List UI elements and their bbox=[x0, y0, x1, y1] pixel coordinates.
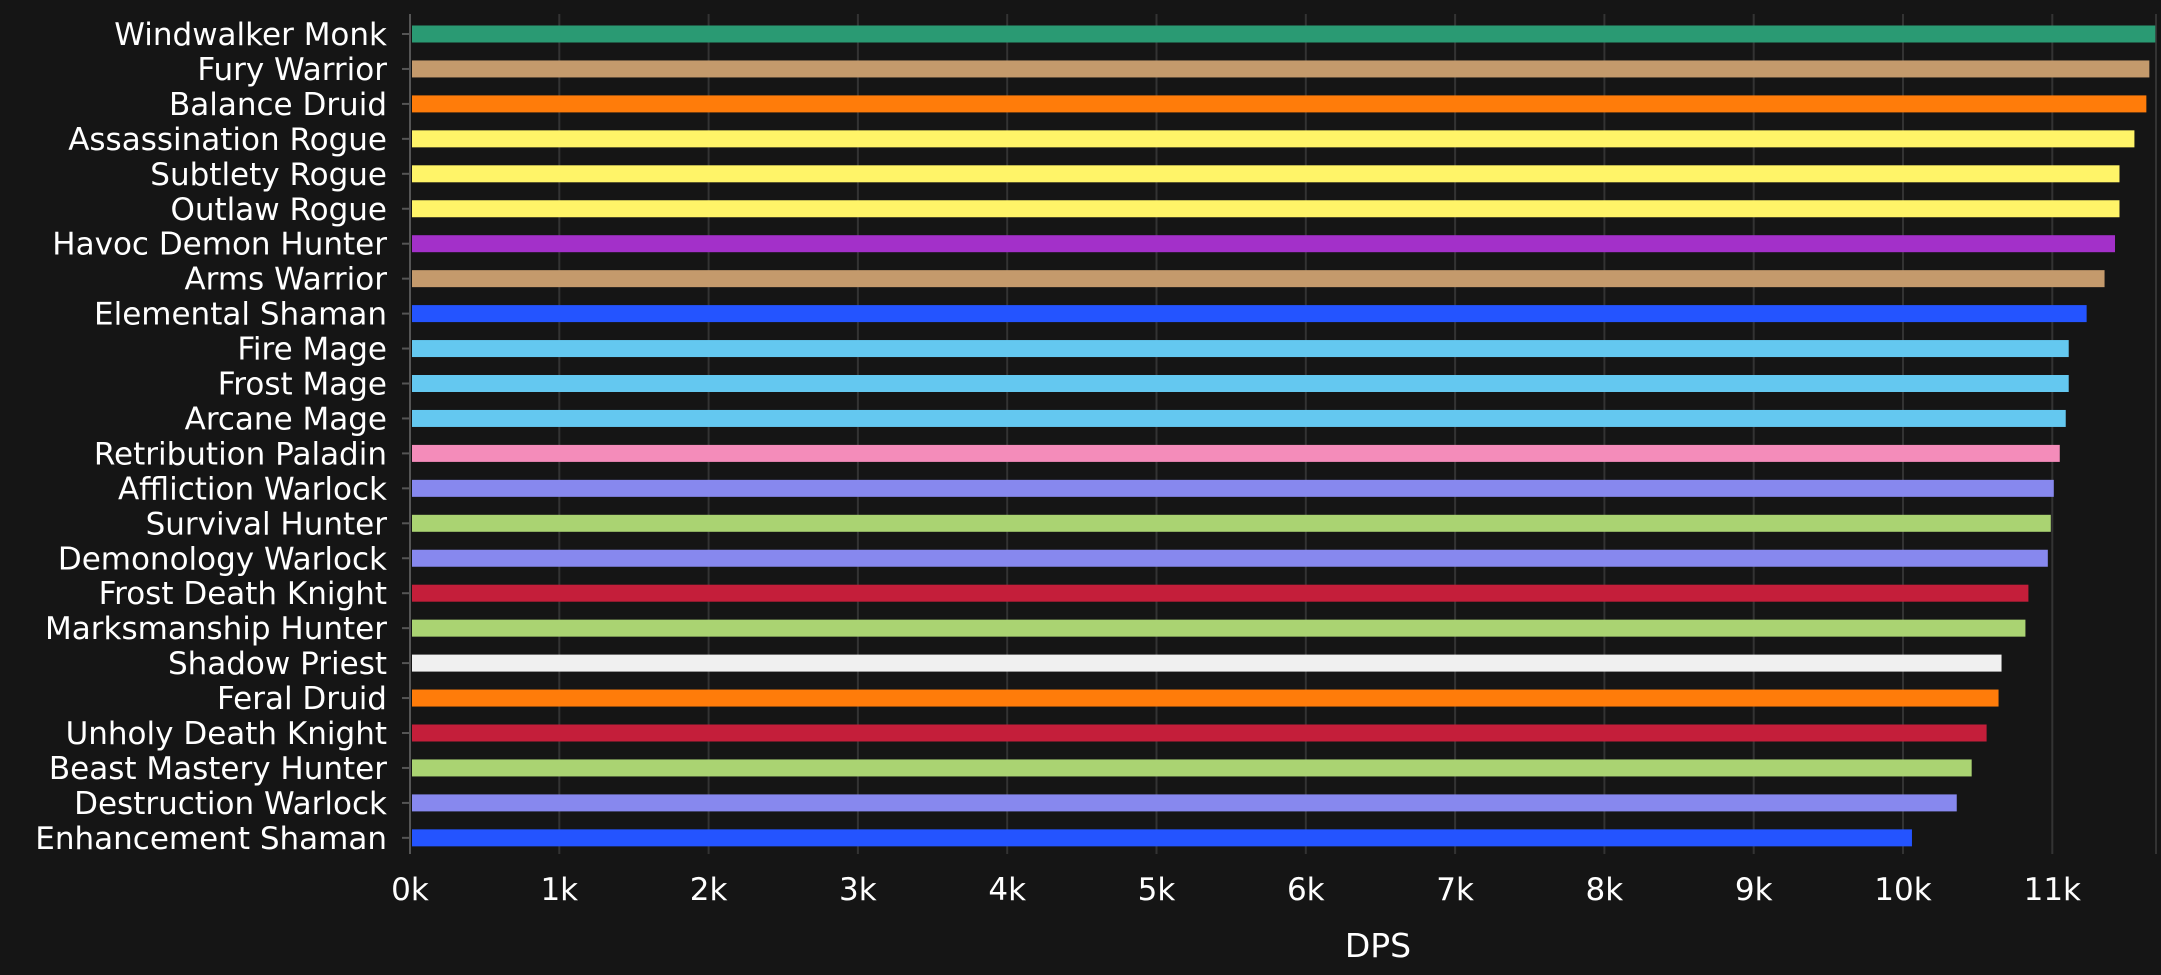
bar bbox=[412, 794, 1957, 812]
category-label: Marksmanship Hunter bbox=[45, 611, 387, 647]
category-label: Frost Death Knight bbox=[99, 576, 387, 612]
category-label: Affliction Warlock bbox=[118, 471, 387, 507]
category-label: Shadow Priest bbox=[168, 646, 387, 682]
bar bbox=[412, 479, 2054, 497]
x-tick-label: 4k bbox=[988, 872, 1026, 908]
bar bbox=[412, 200, 2120, 218]
bar bbox=[412, 235, 2116, 253]
category-label: Beast Mastery Hunter bbox=[49, 751, 387, 787]
category-label: Elemental Shaman bbox=[94, 297, 387, 333]
category-label: Destruction Warlock bbox=[74, 786, 387, 822]
category-label: Arms Warrior bbox=[184, 262, 387, 298]
x-tick-label: 8k bbox=[1586, 872, 1624, 908]
bar bbox=[412, 60, 2150, 78]
bar bbox=[412, 724, 1987, 742]
category-label: Havoc Demon Hunter bbox=[52, 227, 387, 263]
x-tick-label: 3k bbox=[839, 872, 877, 908]
category-label: Assassination Rogue bbox=[68, 122, 387, 158]
gridlines bbox=[558, 14, 2157, 854]
bar bbox=[412, 619, 2026, 637]
category-label: Subtlety Rogue bbox=[150, 157, 387, 193]
x-tick-label: 0k bbox=[391, 872, 429, 908]
bar bbox=[412, 549, 2048, 567]
category-label: Arcane Mage bbox=[185, 401, 387, 437]
category-label: Unholy Death Knight bbox=[66, 716, 387, 752]
x-tick-label: 10k bbox=[1874, 872, 1931, 908]
x-tick-label: 9k bbox=[1735, 872, 1773, 908]
category-label: Demonology Warlock bbox=[58, 541, 387, 577]
x-tick-label: 11k bbox=[2024, 872, 2081, 908]
bar bbox=[412, 409, 2066, 427]
x-tick-label: 6k bbox=[1287, 872, 1325, 908]
bar bbox=[412, 165, 2120, 183]
bar bbox=[412, 444, 2060, 462]
category-label: Frost Mage bbox=[218, 367, 387, 403]
bars bbox=[412, 25, 2156, 847]
bar bbox=[412, 340, 2069, 358]
bar bbox=[412, 270, 2105, 288]
x-axis: 0k 1k 2k 3k 4k 5k 6k 7k 8k 9k 10k 11k bbox=[391, 872, 2081, 908]
bar bbox=[412, 689, 1999, 707]
category-label: Balance Druid bbox=[169, 87, 387, 123]
category-label: Retribution Paladin bbox=[94, 436, 387, 472]
bar bbox=[412, 829, 1912, 847]
category-label: Survival Hunter bbox=[146, 506, 388, 542]
x-tick-label: 7k bbox=[1436, 872, 1474, 908]
x-tick-label: 5k bbox=[1138, 872, 1176, 908]
bar bbox=[412, 130, 2135, 148]
bar bbox=[412, 25, 2156, 43]
bar bbox=[412, 305, 2087, 323]
bar bbox=[412, 584, 2029, 602]
category-label: Enhancement Shaman bbox=[35, 821, 387, 857]
category-label: Fury Warrior bbox=[197, 52, 387, 88]
bar bbox=[412, 375, 2069, 392]
category-label: Outlaw Rogue bbox=[170, 192, 387, 228]
category-label: Feral Druid bbox=[217, 681, 387, 717]
x-tick-label: 1k bbox=[540, 872, 578, 908]
bar bbox=[412, 759, 1972, 777]
bar bbox=[412, 514, 2051, 532]
x-tick-label: 2k bbox=[690, 872, 728, 908]
x-axis-title: DPS bbox=[1345, 926, 1411, 965]
bar bbox=[412, 654, 2002, 672]
category-label: Windwalker Monk bbox=[114, 17, 387, 53]
category-label: Fire Mage bbox=[237, 332, 387, 368]
bar bbox=[412, 95, 2147, 113]
